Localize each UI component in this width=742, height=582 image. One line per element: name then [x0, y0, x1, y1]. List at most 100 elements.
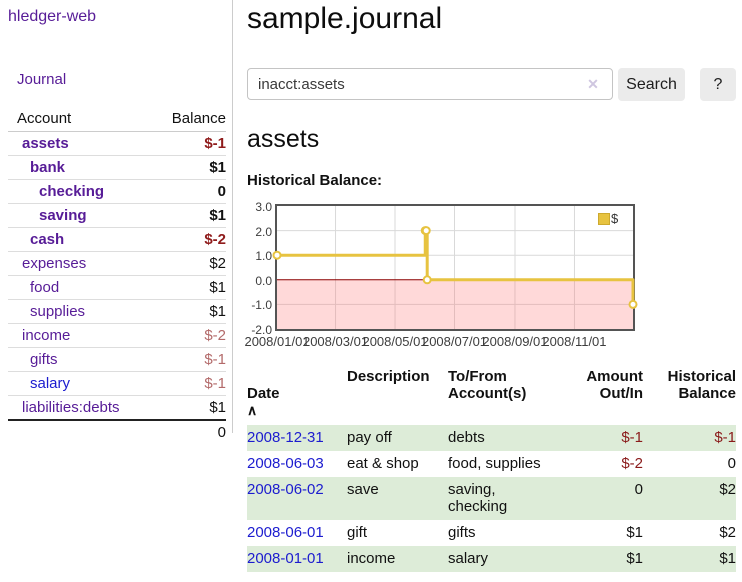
account-link[interactable]: supplies	[30, 303, 86, 320]
account-row: checking 0	[8, 180, 226, 204]
account-link[interactable]: expenses	[22, 255, 87, 272]
transaction-date-cell: 2008-12-31	[247, 425, 347, 451]
date-column-header[interactable]: Date ∧	[247, 366, 347, 425]
account-balance: $1	[209, 159, 226, 176]
account-row: income $-2	[8, 324, 226, 348]
clear-search-icon[interactable]: ✕	[587, 76, 599, 92]
account-link[interactable]: assets	[22, 135, 69, 152]
transaction-row: 2008-12-31 pay off debts $-1 $-1	[247, 425, 736, 451]
chart-plot-area	[272, 204, 638, 331]
balance-column-header-main: Historical Balance	[667, 368, 736, 402]
y-axis-tick-label: -1.0	[251, 298, 272, 313]
account-balance: $1	[209, 279, 226, 296]
transaction-date-link[interactable]: 2008-06-01	[247, 524, 324, 541]
account-row: salary $-1	[8, 372, 226, 396]
account-column-header: Account	[17, 110, 72, 127]
transaction-date-link[interactable]: 2008-12-31	[247, 429, 324, 446]
account-row: food $1	[8, 276, 226, 300]
account-link[interactable]: cash	[30, 231, 65, 248]
accounts-total-value: 0	[217, 424, 226, 441]
transaction-amount-cell: $-1	[573, 425, 643, 451]
date-header-label: Date	[247, 385, 280, 402]
transaction-date-link[interactable]: 2008-01-01	[247, 550, 324, 567]
transactions-table: Date ∧ Description To/From Account(s) Am…	[247, 366, 736, 572]
y-axis-tick-label: 3.0	[255, 200, 272, 214]
accounts-total-row: 0	[8, 419, 226, 445]
transaction-description-cell: save	[347, 477, 448, 520]
account-row: bank $1	[8, 156, 226, 180]
account-balance: $1	[209, 399, 226, 416]
account-link[interactable]: salary	[30, 375, 71, 392]
account-link[interactable]: gifts	[30, 351, 58, 368]
sidebar: hledger-web Journal Account Balance asse…	[0, 0, 233, 441]
transaction-amount-cell: $1	[626, 524, 643, 541]
transaction-balance-cell: $2	[719, 524, 736, 541]
account-row: saving $1	[8, 204, 226, 228]
transaction-description-cell: gift	[347, 524, 368, 541]
account-balance: $-2	[204, 231, 226, 248]
x-axis-tick-label: 2008/01/01	[244, 334, 310, 349]
legend-series-label: $	[611, 211, 619, 226]
app-title-link[interactable]: hledger-web	[8, 8, 97, 25]
transaction-date-link[interactable]: 2008-06-02	[247, 481, 324, 498]
transaction-accounts-cell: salary	[448, 546, 573, 572]
sidebar-item-journal[interactable]: Journal	[17, 71, 67, 88]
transaction-amount-cell: $1	[573, 546, 643, 572]
transaction-row: 2008-06-03 eat & shop food, supplies $-2 0	[247, 451, 736, 477]
x-axis-tick-label: 2008/11/01	[542, 334, 607, 349]
account-balance: 0	[217, 183, 226, 200]
x-axis-tick-label: 2008/07/01	[421, 334, 488, 349]
search-bar: ✕ Search ?	[247, 68, 736, 101]
account-link[interactable]: liabilities:debts	[22, 399, 120, 416]
chart-title: Historical Balance:	[247, 172, 383, 189]
account-balance: $-1	[204, 135, 226, 152]
accounts-table-header: Account Balance	[8, 106, 226, 132]
search-input[interactable]	[247, 68, 613, 100]
account-row: gifts $-1	[8, 348, 226, 372]
account-row: cash $-2	[8, 228, 226, 252]
transaction-date-link[interactable]: 2008-06-03	[247, 455, 324, 472]
account-link[interactable]: saving	[39, 207, 87, 224]
transaction-date-cell: 2008-06-03	[247, 451, 347, 477]
transaction-description-cell: eat & shop	[347, 455, 419, 472]
transaction-date-cell: 2008-01-01	[247, 546, 347, 572]
main-content: sample.journal ✕ Search ? assets Histori…	[244, 0, 736, 582]
transaction-accounts-cell: saving, checking	[448, 477, 573, 520]
transactions-header-row: Date ∧ Description To/From Account(s) Am…	[247, 366, 736, 425]
transaction-accounts-cell: debts	[448, 425, 573, 451]
transaction-balance-cell: $2	[643, 477, 736, 520]
x-axis-tick-label: 2008/09/01	[482, 334, 548, 349]
accounts-table: Account Balance assets $-1 bank $1 checking 0…	[8, 106, 226, 445]
transaction-row: 2008-01-01 income salary $1 $1	[247, 546, 736, 572]
description-column-header: Description	[347, 368, 430, 385]
tofrom-column-header: To/From Account(s)	[448, 368, 527, 402]
transaction-amount-cell: 0	[573, 477, 643, 520]
page-title: sample.journal	[247, 2, 443, 35]
amount-column-header: Amount Out/In	[586, 368, 643, 402]
chart-legend: $	[598, 211, 618, 226]
account-link[interactable]: bank	[30, 159, 66, 176]
transaction-row: 2008-06-02 save saving, checking 0 $2	[247, 477, 736, 520]
account-link[interactable]: checking	[39, 183, 105, 200]
transaction-date-cell: 2008-06-01	[247, 520, 347, 546]
y-axis-tick-label: 2.0	[255, 224, 272, 239]
account-link[interactable]: food	[30, 279, 60, 296]
search-button[interactable]: Search	[618, 68, 685, 101]
transaction-accounts-cell: gifts	[448, 524, 476, 541]
transaction-balance-cell: 0	[727, 455, 736, 472]
legend-swatch-icon	[598, 212, 610, 225]
account-balance: $1	[209, 303, 226, 320]
account-balance: $-1	[204, 375, 226, 392]
account-heading: assets	[247, 125, 320, 153]
account-balance: $1	[209, 207, 226, 224]
balance-column-header: Balance	[171, 110, 226, 127]
help-button[interactable]: ?	[700, 68, 736, 101]
account-row: expenses $2	[8, 252, 226, 276]
account-row: assets $-1	[8, 132, 226, 156]
transaction-row: 2008-06-01 gift gifts $1 $2	[247, 520, 736, 546]
transaction-date-cell: 2008-06-02	[247, 477, 347, 520]
transaction-amount-cell: $-2	[621, 455, 643, 472]
y-axis-tick-label: 0.0	[255, 273, 272, 288]
x-axis-tick-label: 2008/05/01	[362, 334, 428, 349]
account-link[interactable]: income	[22, 327, 71, 344]
